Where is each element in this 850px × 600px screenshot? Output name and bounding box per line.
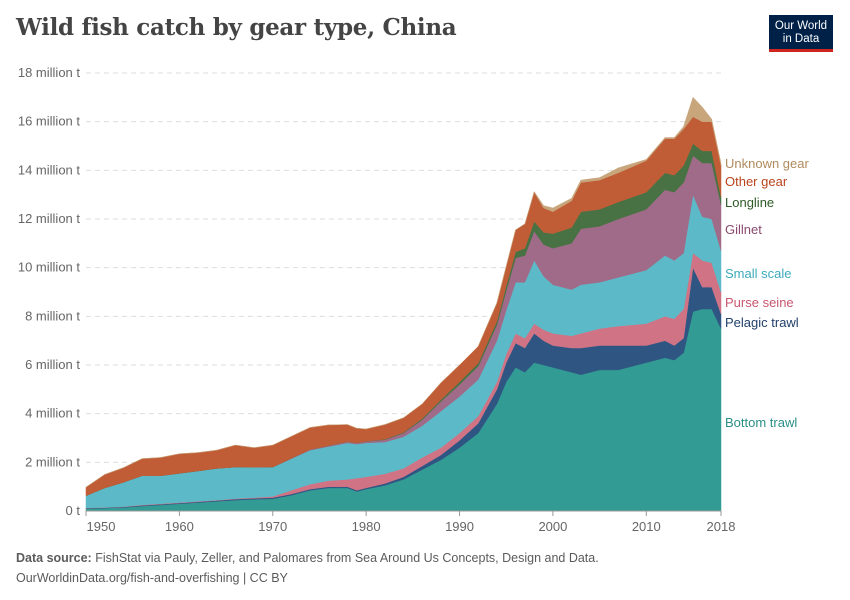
y-tick-label: 2 million t — [25, 454, 80, 469]
y-tick-label: 8 million t — [25, 308, 80, 323]
chart-title: Wild fish catch by gear type, China — [16, 14, 457, 41]
y-tick-label: 12 million t — [18, 211, 81, 226]
series-label-small-scale[interactable]: Small scale — [725, 266, 791, 281]
logo-line-1: Our World — [774, 20, 828, 32]
x-tick-label: 2000 — [538, 519, 567, 534]
x-tick-label: 1990 — [445, 519, 474, 534]
footer: Data source: FishStat via Pauly, Zeller,… — [16, 548, 599, 588]
series-label-other-gear[interactable]: Other gear — [725, 174, 788, 189]
x-tick-label: 2018 — [707, 519, 736, 534]
owid-logo[interactable]: Our World in Data — [769, 15, 833, 52]
y-tick-label: 10 million t — [18, 260, 81, 275]
area-unknown-gear[interactable] — [85, 96, 722, 488]
y-tick-label: 0 t — [66, 503, 81, 518]
series-label-unknown-gear[interactable]: Unknown gear — [725, 156, 809, 171]
series-labels: Bottom trawl Pelagic trawl Purse seine Smal… — [725, 156, 809, 430]
x-tick-label: 1970 — [258, 519, 287, 534]
x-tick-label: 2010 — [632, 519, 661, 534]
series-label-gillnet[interactable]: Gillnet — [725, 222, 762, 237]
logo-line-2: in Data — [782, 32, 820, 45]
url-license[interactable]: OurWorldinData.org/fish-and-overfishing … — [16, 571, 288, 585]
x-tick-label: 1950 — [87, 519, 116, 534]
y-tick-label: 6 million t — [25, 357, 80, 372]
y-tick-label: 18 million t — [18, 65, 81, 80]
area-series — [85, 96, 722, 512]
x-tick-label: 1980 — [352, 519, 381, 534]
source-text: FishStat via Pauly, Zeller, and Palomare… — [95, 551, 599, 565]
x-axis-ticks: 1950 1960 1970 1980 1990 2000 2010 2018 — [85, 510, 736, 534]
source-line: Data source: FishStat via Pauly, Zeller,… — [16, 548, 599, 568]
series-label-purse-seine[interactable]: Purse seine — [725, 295, 794, 310]
source-label: Data source: — [16, 551, 92, 565]
y-tick-label: 16 million t — [18, 114, 81, 129]
series-label-pelagic-trawl[interactable]: Pelagic trawl — [725, 315, 799, 330]
series-label-longline[interactable]: Longline — [725, 195, 774, 210]
x-tick-label: 1960 — [165, 519, 194, 534]
series-label-bottom-trawl[interactable]: Bottom trawl — [725, 415, 797, 430]
y-tick-label: 4 million t — [25, 406, 80, 421]
y-tick-label: 14 million t — [18, 162, 81, 177]
y-axis-ticks: 0 t 2 million t 4 million t 6 million t 8 mi… — [18, 65, 81, 518]
